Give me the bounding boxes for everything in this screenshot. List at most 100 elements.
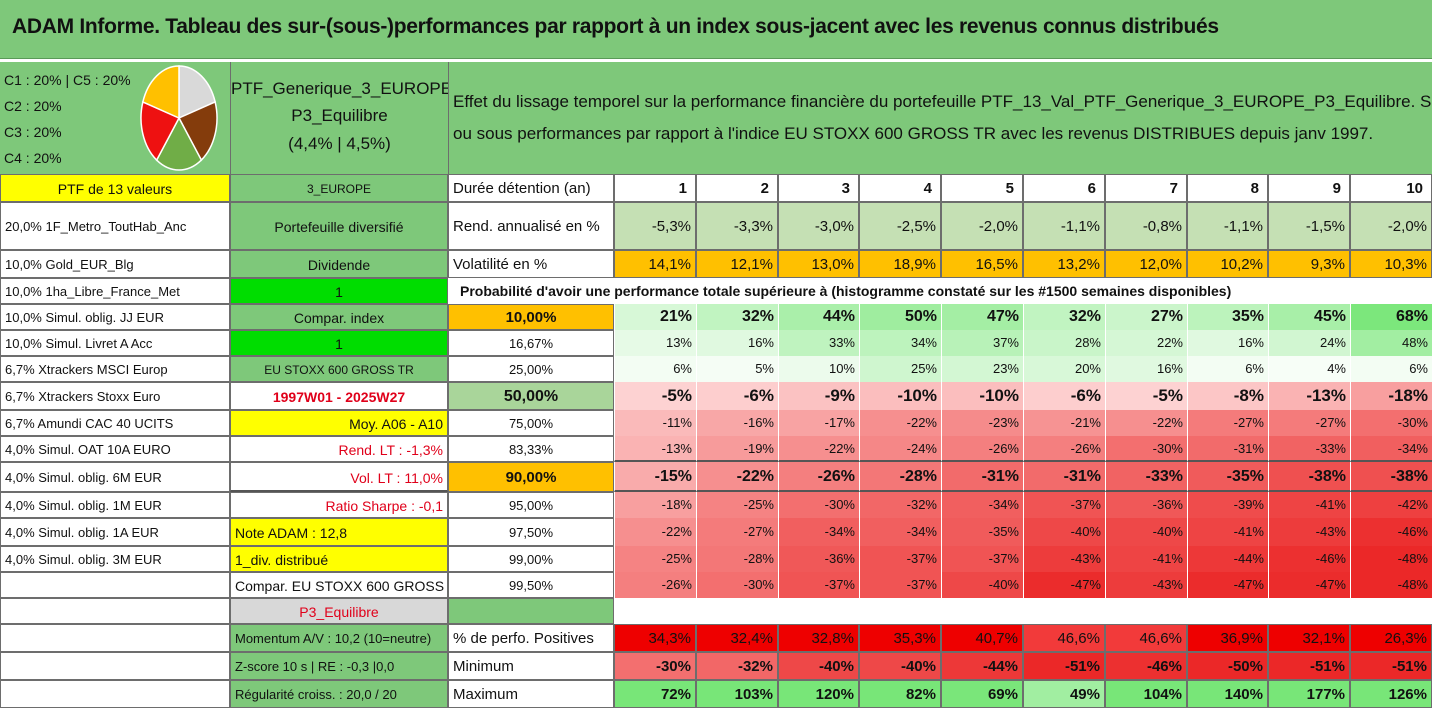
prob-value: -10% <box>941 382 1023 410</box>
min-value: -51% <box>1268 652 1350 680</box>
prob-value: -46% <box>1350 518 1432 546</box>
prob-value: 16% <box>696 330 778 356</box>
prob-threshold: 99,00% <box>448 546 614 572</box>
prob-value: -26% <box>614 572 696 598</box>
vol-value: 10,3% <box>1350 250 1432 278</box>
prob-value: -13% <box>1268 382 1350 410</box>
prob-value: 50% <box>859 304 941 330</box>
prob-value: -37% <box>778 572 859 598</box>
prob-threshold: 10,00% <box>448 304 614 330</box>
prob-value: -19% <box>696 436 778 462</box>
prob-value: -22% <box>696 462 778 492</box>
description-block: Effet du lissage temporel sur la perform… <box>448 62 1432 174</box>
period-label: 1997W01 - 2025W27 <box>230 382 448 410</box>
rend-value: -5,3% <box>614 202 696 250</box>
prob-value: -30% <box>696 572 778 598</box>
vol-lt: Vol. LT : 11,0% <box>230 462 448 492</box>
prob-threshold: 99,50% <box>448 572 614 598</box>
empty-cell <box>0 624 230 652</box>
rend-value: -3,3% <box>696 202 778 250</box>
holding-row: 4,0% Simul. oblig. 3M EUR <box>0 546 230 572</box>
max-value: 126% <box>1350 680 1432 708</box>
holding-row: 6,7% Xtrackers Stoxx Euro <box>0 382 230 410</box>
prob-value: -35% <box>941 518 1023 546</box>
vol-value: 13,0% <box>778 250 859 278</box>
prob-value: -37% <box>859 546 941 572</box>
min-value: -51% <box>1350 652 1432 680</box>
portfolio-name-line2: P3_Equilibre <box>291 106 388 125</box>
year-header: 8 <box>1187 174 1268 202</box>
prob-value: -27% <box>1187 410 1268 436</box>
year-header: 10 <box>1350 174 1432 202</box>
prob-value: -22% <box>1105 410 1187 436</box>
prob-value: -26% <box>778 462 859 492</box>
rend-value: -2,0% <box>1350 202 1432 250</box>
min-value: -32% <box>696 652 778 680</box>
prob-value: -37% <box>941 546 1023 572</box>
prob-value: 35% <box>1187 304 1268 330</box>
vol-value: 14,1% <box>614 250 696 278</box>
prob-value: -18% <box>1350 382 1432 410</box>
prob-value: 27% <box>1105 304 1187 330</box>
empty-cell <box>0 598 230 624</box>
dividend-label: Dividende <box>230 250 448 278</box>
prob-value: -38% <box>1350 462 1432 492</box>
prob-threshold: 50,00% <box>448 382 614 410</box>
prob-value: -35% <box>1187 462 1268 492</box>
prob-value: 47% <box>941 304 1023 330</box>
holding-row: 4,0% Simul. oblig. 1A EUR <box>0 518 230 546</box>
empty-cell <box>0 652 230 680</box>
prob-value: 34% <box>859 330 941 356</box>
prob-threshold: 83,33% <box>448 436 614 462</box>
holding-row: 10,0% Simul. Livret A Acc <box>0 330 230 356</box>
pos-label: % de perfo. Positives <box>448 624 614 652</box>
min-label: Minimum <box>448 652 614 680</box>
prob-value: 22% <box>1105 330 1187 356</box>
prob-value: 10% <box>778 356 859 382</box>
prob-value: -13% <box>614 436 696 462</box>
prob-value: -6% <box>1023 382 1105 410</box>
prob-value: 16% <box>1105 356 1187 382</box>
regularite-label: Régularité croiss. : 20,0 / 20 <box>230 680 448 708</box>
vol-value: 12,1% <box>696 250 778 278</box>
prob-value: 6% <box>1350 356 1432 382</box>
prob-value: -28% <box>696 546 778 572</box>
min-value: -40% <box>778 652 859 680</box>
max-value: 140% <box>1187 680 1268 708</box>
holding-row: 4,0% Simul. OAT 10A EURO <box>0 436 230 462</box>
pos-value: 32,8% <box>778 624 859 652</box>
prob-value: -31% <box>1187 436 1268 462</box>
allocation-list: C1 : 20% | C5 : 20% C2 : 20% C3 : 20% C4… <box>4 67 131 171</box>
empty-green-cell <box>448 598 614 624</box>
empty-cell <box>0 680 230 708</box>
prob-value: 44% <box>778 304 859 330</box>
vol-value: 10,2% <box>1187 250 1268 278</box>
min-value: -51% <box>1023 652 1105 680</box>
prob-value: 16% <box>1187 330 1268 356</box>
year-header: 4 <box>859 174 941 202</box>
moy-label: Moy. A06 - A10 <box>230 410 448 436</box>
prob-value: -40% <box>1023 518 1105 546</box>
prob-value: -26% <box>941 436 1023 462</box>
prob-threshold: 16,67% <box>448 330 614 356</box>
year-header: 6 <box>1023 174 1105 202</box>
holding-row: 10,0% Simul. oblig. JJ EUR <box>0 304 230 330</box>
vol-value: 9,3% <box>1268 250 1350 278</box>
holding-row: 4,0% Simul. oblig. 6M EUR <box>0 462 230 492</box>
vol-value: 16,5% <box>941 250 1023 278</box>
allocation-c1-c5: C1 : 20% | C5 : 20% <box>4 72 131 88</box>
prob-value: -24% <box>859 436 941 462</box>
rend-value: -0,8% <box>1105 202 1187 250</box>
prob-value: -41% <box>1105 546 1187 572</box>
prob-value: -25% <box>614 546 696 572</box>
holding-row: 20,0% 1F_Metro_ToutHab_Anc <box>0 202 230 250</box>
pos-value: 34,3% <box>614 624 696 652</box>
prob-value: -48% <box>1350 546 1432 572</box>
prob-value: -22% <box>614 518 696 546</box>
region-label: 3_EUROPE <box>230 174 448 202</box>
description-line2: ou sous performances par rapport à l'ind… <box>453 124 1374 143</box>
prob-threshold: 75,00% <box>448 410 614 436</box>
prob-value: -47% <box>1268 572 1350 598</box>
allocation-c2: C2 : 20% <box>4 98 62 114</box>
year-header: 3 <box>778 174 859 202</box>
